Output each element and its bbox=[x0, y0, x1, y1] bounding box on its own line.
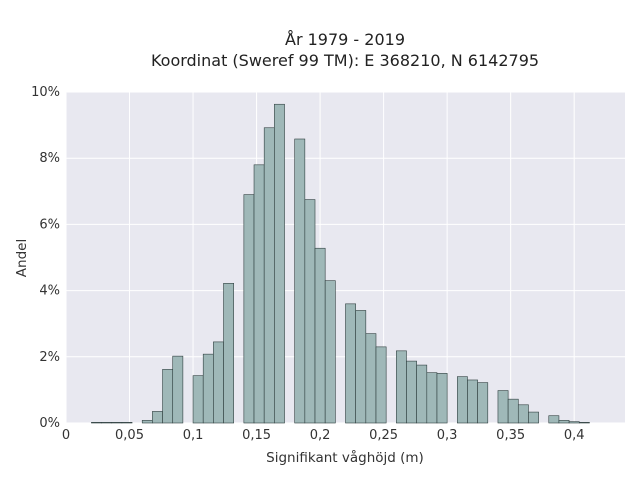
histogram-bar bbox=[345, 303, 356, 424]
histogram-bar bbox=[294, 138, 306, 424]
histogram-bar bbox=[213, 341, 224, 424]
y-tick-label: 10% bbox=[31, 85, 60, 100]
histogram-bar bbox=[162, 369, 174, 424]
histogram-bar bbox=[111, 422, 123, 424]
y-tick-label: 2% bbox=[39, 350, 60, 365]
histogram-bar bbox=[365, 333, 377, 424]
y-tick-label: 0% bbox=[39, 416, 60, 431]
histogram-bar bbox=[406, 360, 417, 424]
histogram-bar bbox=[517, 404, 529, 424]
histogram-bar bbox=[375, 346, 387, 424]
bars bbox=[91, 103, 590, 424]
x-tick-label: 0,2 bbox=[310, 428, 331, 443]
histogram-bar bbox=[172, 355, 184, 424]
histogram-bar bbox=[274, 103, 285, 424]
histogram-bar bbox=[416, 364, 428, 424]
histogram-bar bbox=[477, 382, 489, 424]
histogram-bar bbox=[91, 422, 102, 424]
histogram-bar bbox=[223, 283, 234, 424]
histogram-bar bbox=[558, 420, 570, 424]
histogram-bar bbox=[304, 199, 316, 424]
chart-title: År 1979 - 2019 bbox=[285, 30, 405, 49]
x-tick-label: 0,15 bbox=[242, 428, 271, 443]
histogram-bar bbox=[548, 415, 560, 424]
histogram-bar bbox=[396, 350, 407, 424]
x-tick-label: 0 bbox=[62, 428, 70, 443]
histogram-bar bbox=[152, 411, 163, 424]
histogram-bar bbox=[314, 247, 326, 424]
histogram-bar bbox=[253, 164, 265, 424]
histogram-bar bbox=[263, 127, 275, 424]
y-tick-label: 8% bbox=[39, 151, 60, 166]
x-tick-label: 0,35 bbox=[496, 428, 525, 443]
histogram-bar bbox=[497, 390, 509, 424]
histogram-bar bbox=[507, 398, 519, 424]
x-tick-label: 0,4 bbox=[564, 428, 585, 443]
y-axis-ticks: 0% 2% 4% 6% 8% 10% bbox=[31, 85, 60, 431]
histogram-bar bbox=[192, 375, 204, 424]
x-tick-label: 0,3 bbox=[437, 428, 458, 443]
histogram-bar bbox=[467, 379, 478, 424]
histogram-bar bbox=[121, 422, 133, 424]
histogram-bar bbox=[436, 373, 448, 424]
histogram-bar bbox=[202, 353, 214, 424]
x-tick-label: 0,1 bbox=[183, 428, 204, 443]
histogram-bar bbox=[324, 280, 336, 424]
histogram-bar bbox=[568, 421, 580, 424]
histogram-bar bbox=[426, 372, 438, 424]
histogram-bar bbox=[528, 411, 539, 424]
histogram-bar bbox=[355, 310, 367, 424]
y-tick-label: 4% bbox=[39, 284, 60, 299]
histogram-bar bbox=[456, 376, 468, 424]
histogram-bar bbox=[578, 422, 590, 424]
y-tick-label: 6% bbox=[39, 217, 60, 232]
x-axis-ticks: 0 0,05 0,1 0,15 0,2 0,25 0,3 0,35 0,4 bbox=[62, 428, 585, 443]
histogram-bar bbox=[141, 420, 153, 424]
chart-subtitle: Koordinat (Sweref 99 TM): E 368210, N 61… bbox=[151, 51, 539, 70]
x-tick-label: 0,05 bbox=[115, 428, 144, 443]
x-axis-label: Signifikant våghöjd (m) bbox=[266, 449, 424, 466]
y-axis-label: Andel bbox=[14, 239, 30, 277]
x-tick-label: 0,25 bbox=[369, 428, 398, 443]
histogram-bar bbox=[101, 422, 113, 424]
histogram-bar bbox=[243, 194, 255, 424]
